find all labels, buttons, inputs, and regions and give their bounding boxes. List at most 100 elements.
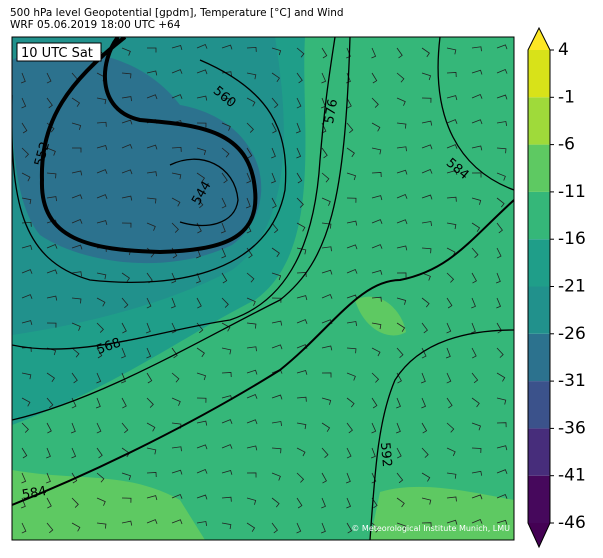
wind-barb xyxy=(46,397,54,409)
wind-barb xyxy=(46,72,52,84)
wind-barb xyxy=(446,496,457,502)
wind-barb xyxy=(446,472,457,479)
colorbar-band xyxy=(528,475,550,523)
wind-barb xyxy=(421,397,427,409)
wind-barb xyxy=(121,143,133,149)
wind-barb xyxy=(71,194,83,200)
wind-barb xyxy=(496,397,507,405)
wind-barb xyxy=(446,397,453,409)
wind-barb xyxy=(121,119,133,125)
wind-barb xyxy=(271,421,283,427)
wind-barb xyxy=(146,422,156,432)
wind-barb xyxy=(246,445,258,451)
wind-barb xyxy=(496,197,505,208)
wind-barb xyxy=(96,447,103,459)
time-box xyxy=(16,42,102,62)
wind-barb xyxy=(146,94,158,100)
wind-barb xyxy=(146,70,158,76)
wind-barb xyxy=(21,147,30,158)
wind-barb xyxy=(246,322,257,329)
wind-barb xyxy=(370,447,376,459)
wind-barb xyxy=(146,447,157,455)
wind-barb xyxy=(345,472,351,484)
wind-barb xyxy=(396,146,407,152)
wind-barb xyxy=(346,422,353,434)
wind-barb xyxy=(446,297,453,309)
wind-barb xyxy=(171,446,182,452)
colorbar-tick-label: -16 xyxy=(558,229,586,249)
wind-barb xyxy=(371,219,383,224)
wind-barb xyxy=(171,45,183,50)
wind-barb xyxy=(121,222,132,228)
wind-barb xyxy=(46,196,57,202)
wind-barb xyxy=(271,522,278,534)
wind-barb xyxy=(246,46,257,52)
wind-barb xyxy=(296,396,307,402)
wind-barb xyxy=(221,122,231,131)
wind-barb xyxy=(246,122,254,133)
wind-barb xyxy=(171,322,177,334)
wind-barb xyxy=(346,497,352,509)
wind-barb xyxy=(321,372,332,378)
wind-barb xyxy=(471,447,482,453)
wind-barb xyxy=(246,472,257,478)
wind-barb xyxy=(271,394,283,400)
wind-barb xyxy=(346,268,358,274)
colorbar-band xyxy=(528,50,550,98)
wind-barb xyxy=(271,122,277,134)
wind-barb xyxy=(221,322,231,332)
wind-barb xyxy=(496,68,508,74)
colorbar-tick-label: -11 xyxy=(558,182,586,202)
wind-barb xyxy=(196,95,208,101)
contour-label: 576 xyxy=(322,98,341,125)
wind-barb xyxy=(46,322,57,328)
wind-barb xyxy=(171,372,180,383)
wind-barb xyxy=(371,397,378,409)
contour-label: 552 xyxy=(32,140,53,168)
wind-barb xyxy=(71,147,82,153)
wind-barb xyxy=(146,519,158,524)
wind-barb xyxy=(446,196,457,202)
wind-barb xyxy=(196,468,208,474)
wind-barb xyxy=(21,294,33,299)
wind-barb xyxy=(396,297,407,305)
wind-barb xyxy=(346,347,357,354)
wind-barb xyxy=(471,93,483,99)
contour-592 xyxy=(369,329,514,540)
wind-barb xyxy=(396,169,408,175)
wind-barb xyxy=(121,272,130,283)
wind-barb xyxy=(296,147,302,159)
wind-barb xyxy=(196,147,207,156)
wind-barb xyxy=(421,72,432,81)
wind-barb xyxy=(471,470,483,476)
wind-barb xyxy=(221,469,233,475)
wind-barb xyxy=(321,293,333,299)
wind-barb xyxy=(346,244,358,250)
wind-barb xyxy=(421,247,432,254)
colorbar-tick-label: -46 xyxy=(558,513,586,533)
colorbar-band xyxy=(528,428,550,476)
wind-barb xyxy=(96,121,107,127)
colorbar-band xyxy=(528,97,550,145)
contour-576 xyxy=(12,37,351,421)
wind-barb xyxy=(271,172,276,184)
wind-barb xyxy=(221,147,230,158)
wind-barb xyxy=(170,297,176,309)
wind-barb xyxy=(121,297,129,309)
wind-barb xyxy=(471,119,483,125)
wind-barb xyxy=(121,72,132,79)
wind-barb xyxy=(71,170,83,176)
wind-barb xyxy=(46,269,58,275)
wind-barb xyxy=(271,47,282,56)
wind-barb xyxy=(246,497,257,505)
wind-barb xyxy=(21,197,32,205)
wind-barb xyxy=(371,244,383,249)
wind-barb xyxy=(171,519,183,525)
wind-barb xyxy=(446,47,457,55)
wind-barb xyxy=(221,297,229,308)
wind-barb xyxy=(71,522,81,532)
wind-barb xyxy=(71,347,80,358)
colorbar-band xyxy=(528,144,550,192)
wind-barb xyxy=(96,272,107,280)
wind-barb xyxy=(46,172,57,179)
